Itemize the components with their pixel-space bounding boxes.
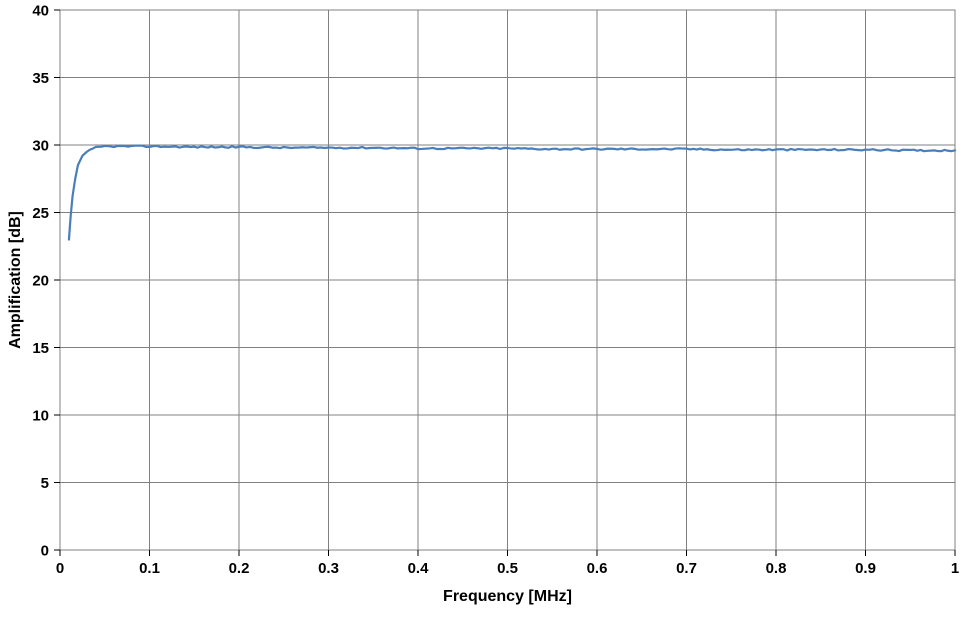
x-tick-label: 0.8	[766, 560, 787, 577]
x-tick-label: 0.1	[139, 560, 160, 577]
x-tick-label: 0.9	[855, 560, 876, 577]
x-axis-label: Frequency [MHz]	[443, 588, 572, 605]
y-tick-label: 10	[32, 407, 49, 424]
y-tick-label: 15	[32, 340, 49, 357]
y-tick-label: 5	[41, 475, 49, 492]
y-tick-label: 40	[32, 2, 49, 19]
y-tick-label: 35	[32, 70, 49, 87]
y-axis-label: Amplification [dB]	[7, 211, 24, 349]
amplification-chart: 00.10.20.30.40.50.60.70.80.9105101520253…	[0, 0, 969, 622]
x-tick-label: 0	[56, 560, 64, 577]
x-tick-label: 0.4	[408, 560, 430, 577]
x-tick-label: 1	[951, 560, 959, 577]
chart-container: 00.10.20.30.40.50.60.70.80.9105101520253…	[0, 0, 969, 622]
x-tick-label: 0.2	[229, 560, 250, 577]
x-tick-label: 0.6	[587, 560, 608, 577]
y-tick-label: 25	[32, 205, 49, 222]
y-tick-label: 30	[32, 137, 49, 154]
y-tick-label: 0	[41, 542, 49, 559]
x-tick-label: 0.3	[318, 560, 339, 577]
x-tick-label: 0.5	[497, 560, 518, 577]
x-tick-label: 0.7	[676, 560, 697, 577]
y-tick-label: 20	[32, 272, 49, 289]
